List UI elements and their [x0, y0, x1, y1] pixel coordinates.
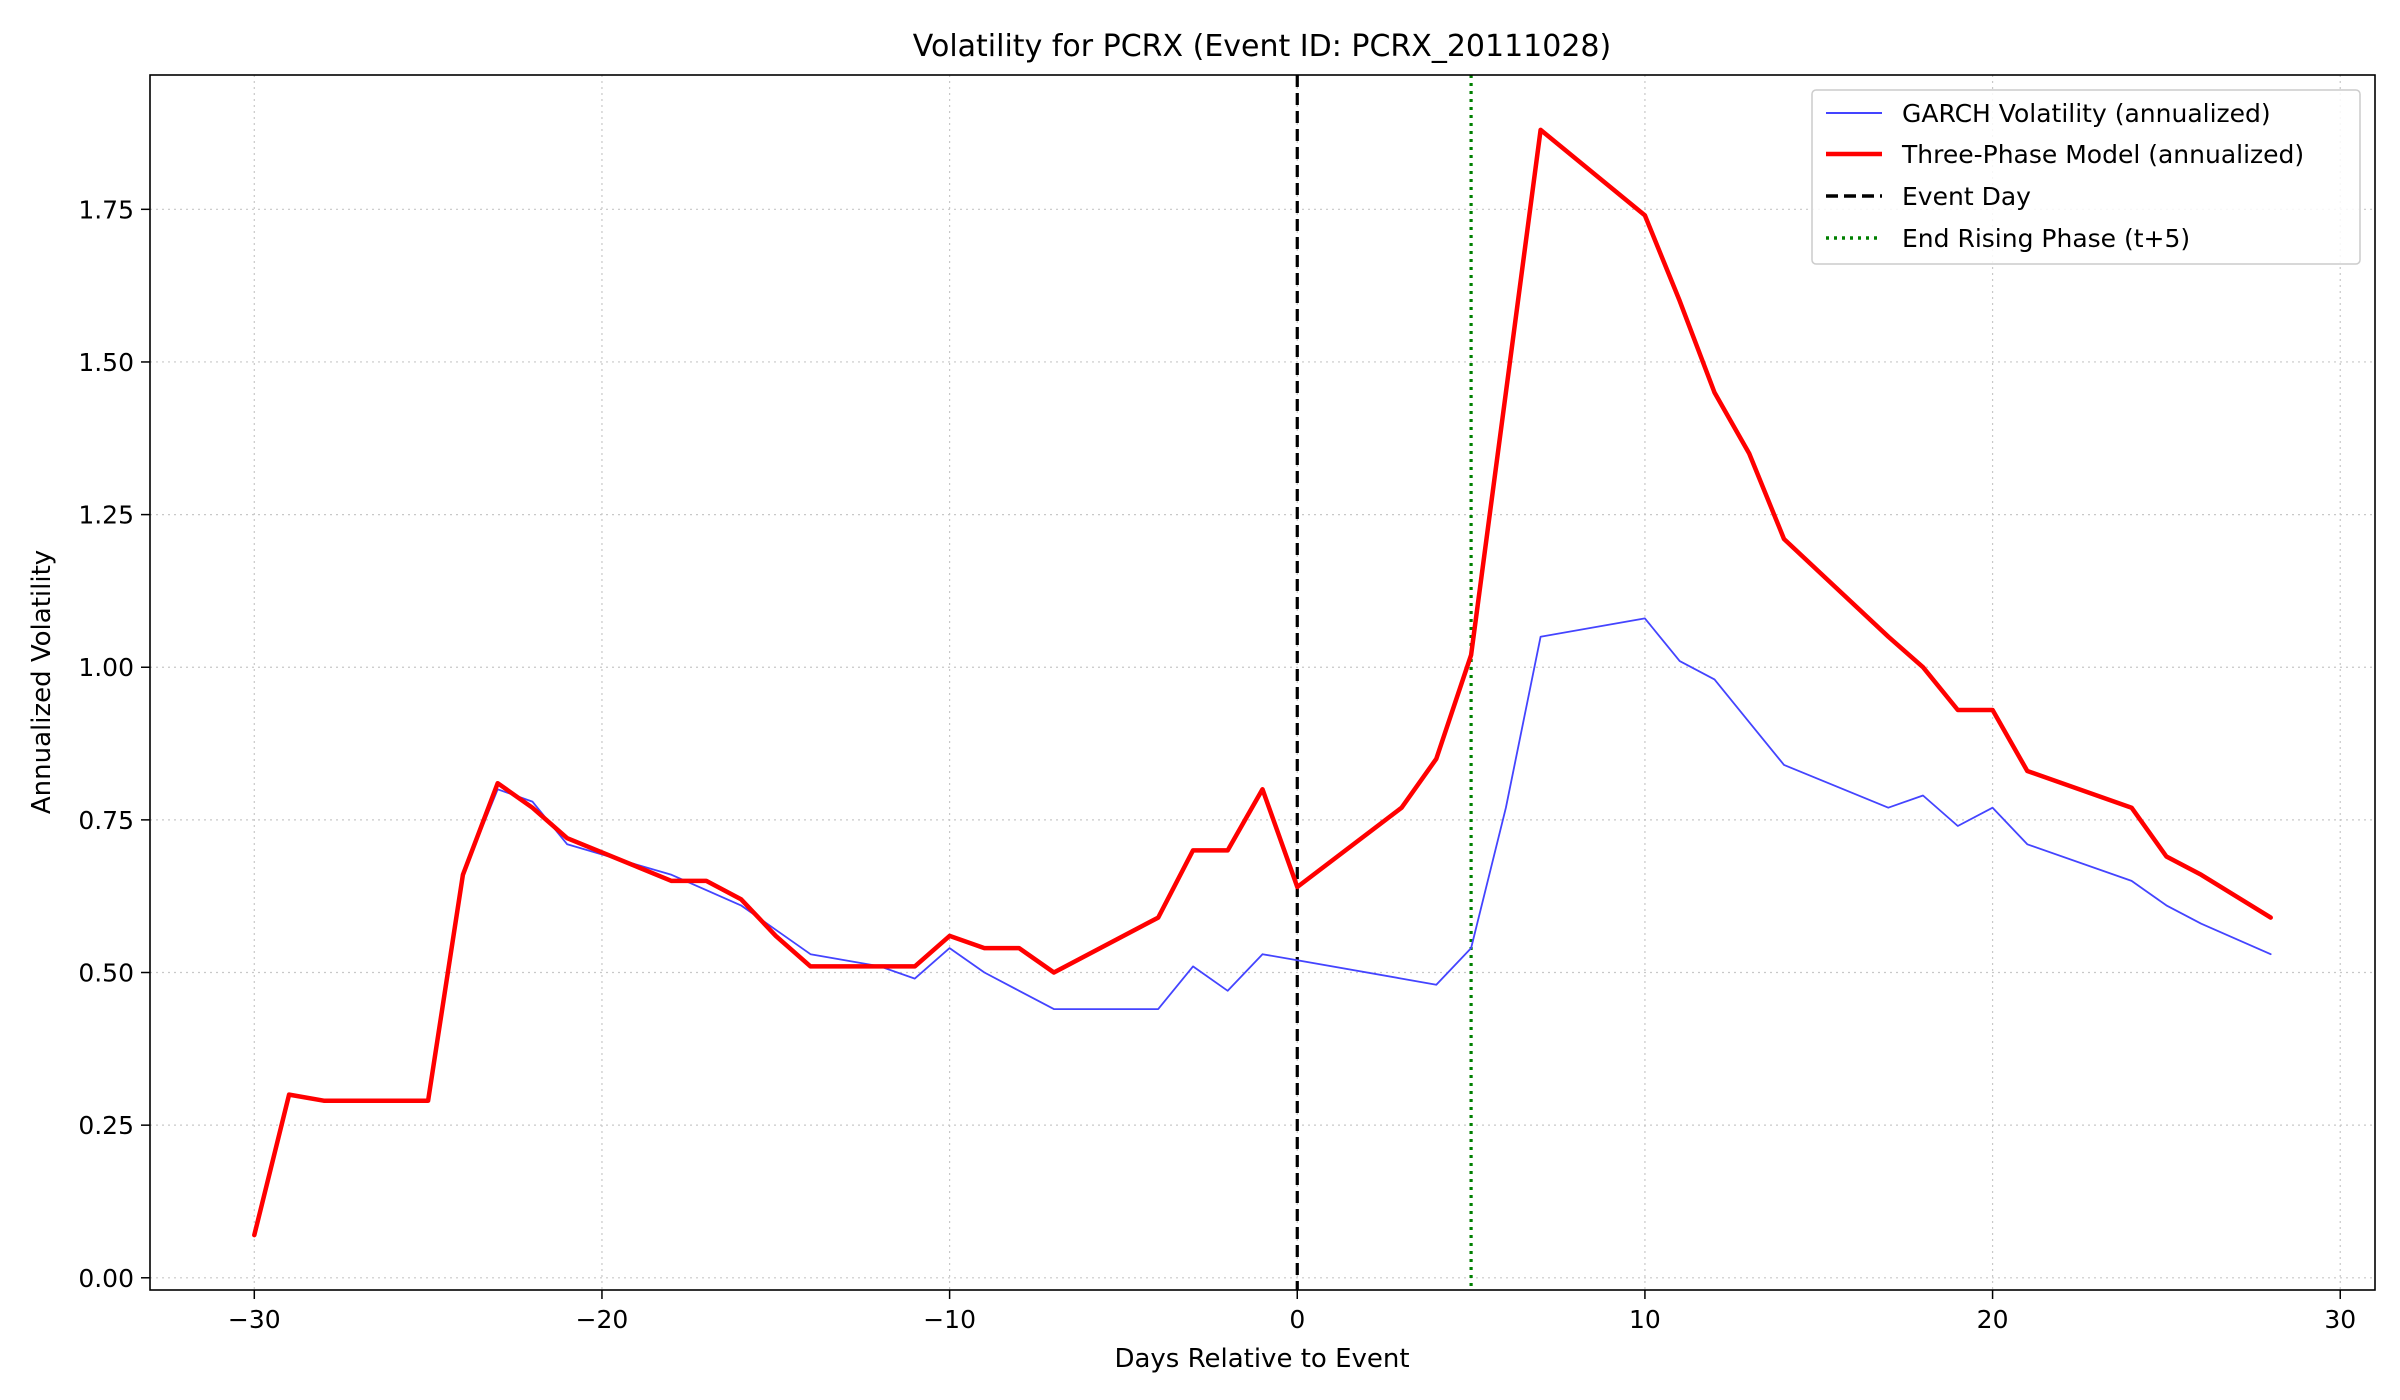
legend: GARCH Volatility (annualized) Three-Phas…: [1811, 89, 2361, 265]
plot-frame: [149, 74, 2376, 1291]
series-lines: [252, 127, 2273, 1238]
legend-label-end-rising-phase: End Rising Phase (t+5): [1902, 224, 2190, 253]
y-tick-label: 0.75: [78, 806, 134, 835]
y-tick-label: 1.00: [78, 653, 134, 682]
y-axis-ticks: 0.00 0.25 0.50 0.75 1.00 1.25 1.50 1.75: [78, 195, 150, 1293]
x-tick-label: −30: [228, 1305, 281, 1334]
x-axis-label: Days Relative to Event: [1114, 1344, 1409, 1374]
legend-label-event-day: Event Day: [1902, 182, 2031, 211]
x-tick-label: 30: [2324, 1305, 2356, 1334]
chart-title: Volatility for PCRX (Event ID: PCRX_2011…: [913, 29, 1611, 64]
y-axis-label: Annualized Volatility: [27, 550, 57, 814]
y-tick-label: 1.50: [78, 348, 134, 377]
legend-label-three-phase: Three-Phase Model (annualized): [1901, 140, 2304, 169]
y-tick-label: 0.25: [78, 1111, 134, 1140]
y-tick-label: 1.75: [78, 195, 134, 224]
x-tick-label: 20: [1977, 1305, 2009, 1334]
x-tick-label: −10: [923, 1305, 976, 1334]
y-tick-label: 1.25: [78, 501, 134, 530]
legend-box: [1811, 89, 2361, 265]
y-tick-label: 0.50: [78, 959, 134, 988]
reference-lines: [1295, 75, 1473, 1290]
legend-label-garch: GARCH Volatility (annualized): [1902, 99, 2271, 128]
garch-volatility-line: [253, 617, 2272, 1236]
x-tick-label: 0: [1289, 1305, 1305, 1334]
x-axis-ticks: −30 −20 −10 0 10 20 30: [228, 1290, 2356, 1334]
y-tick-label: 0.00: [78, 1264, 134, 1293]
three-phase-model-line: [252, 127, 2273, 1238]
x-tick-label: −20: [576, 1305, 629, 1334]
x-tick-label: 10: [1629, 1305, 1661, 1334]
